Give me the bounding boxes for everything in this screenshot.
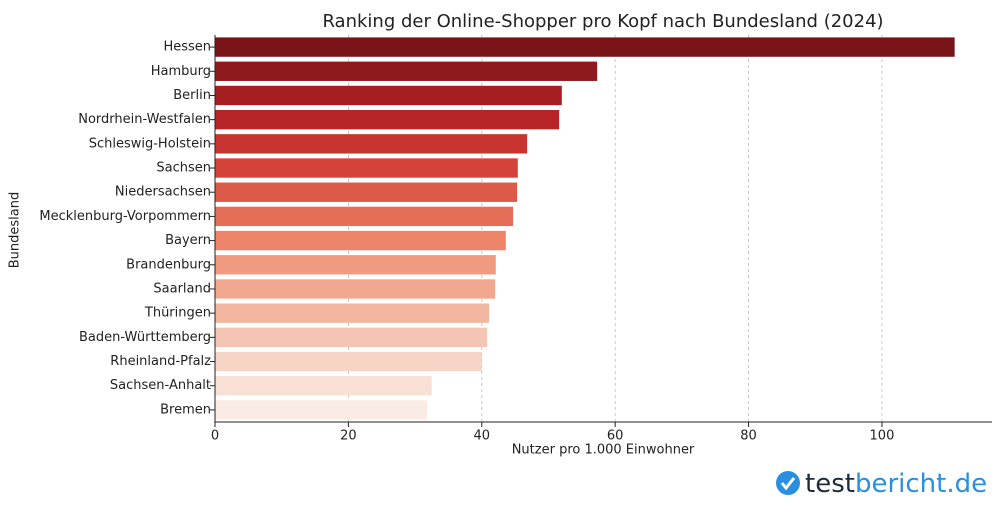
bar <box>215 279 496 299</box>
bar <box>215 158 518 178</box>
y-tick-label: Thüringen <box>144 306 211 321</box>
y-tick-label: Nordrhein-Westfalen <box>78 112 211 127</box>
y-tick-label: Hamburg <box>151 64 211 79</box>
bar <box>215 182 518 202</box>
y-tick-label: Niedersachsen <box>115 185 211 200</box>
y-tick-label: Rheinland-Pfalz <box>110 354 211 369</box>
y-tick-label: Bayern <box>165 233 211 248</box>
bar <box>215 303 490 323</box>
logo-text: testbericht.de <box>805 469 987 499</box>
y-tick-label: Saarland <box>153 281 211 296</box>
logo-part: test <box>805 469 855 499</box>
bar <box>215 230 506 251</box>
bar <box>215 327 488 348</box>
bar <box>215 61 598 81</box>
bar <box>215 400 428 420</box>
watermark: testbericht.de <box>776 469 987 499</box>
logo-part: bericht.de <box>855 469 987 499</box>
bar <box>215 85 562 106</box>
y-tick-label: Sachsen <box>156 161 211 176</box>
bar <box>215 351 482 372</box>
x-tick-label: 0 <box>211 429 219 444</box>
bar <box>215 206 514 227</box>
x-tick-label: 60 <box>607 429 624 444</box>
y-tick-label: Schleswig-Holstein <box>89 136 211 151</box>
bar <box>215 255 496 275</box>
y-tick-label: Berlin <box>173 88 211 103</box>
x-tick-label: 80 <box>740 429 757 444</box>
bar <box>215 134 528 154</box>
y-tick-label: Bremen <box>160 402 211 417</box>
x-tick-label: 20 <box>340 429 357 444</box>
y-tick-label: Baden-Württemberg <box>79 330 211 345</box>
chart-title: Ranking der Online-Shopper pro Kopf nach… <box>322 11 883 32</box>
logo-check <box>780 477 796 491</box>
x-tick-label: 100 <box>870 429 895 444</box>
y-tick-label: Sachsen-Anhalt <box>110 378 211 393</box>
bar <box>215 109 560 130</box>
y-axis-label: Bundesland <box>8 192 23 269</box>
y-tick-label: Brandenburg <box>126 257 211 272</box>
y-tick-label: Mecklenburg-Vorpommern <box>39 209 211 224</box>
x-tick-label: 40 <box>474 429 491 444</box>
bar <box>215 37 955 57</box>
x-axis-label: Nutzer pro 1.000 Einwohner <box>512 443 695 458</box>
y-tick-label: Hessen <box>163 40 211 55</box>
logo-icon <box>776 471 800 495</box>
bar <box>215 376 432 396</box>
